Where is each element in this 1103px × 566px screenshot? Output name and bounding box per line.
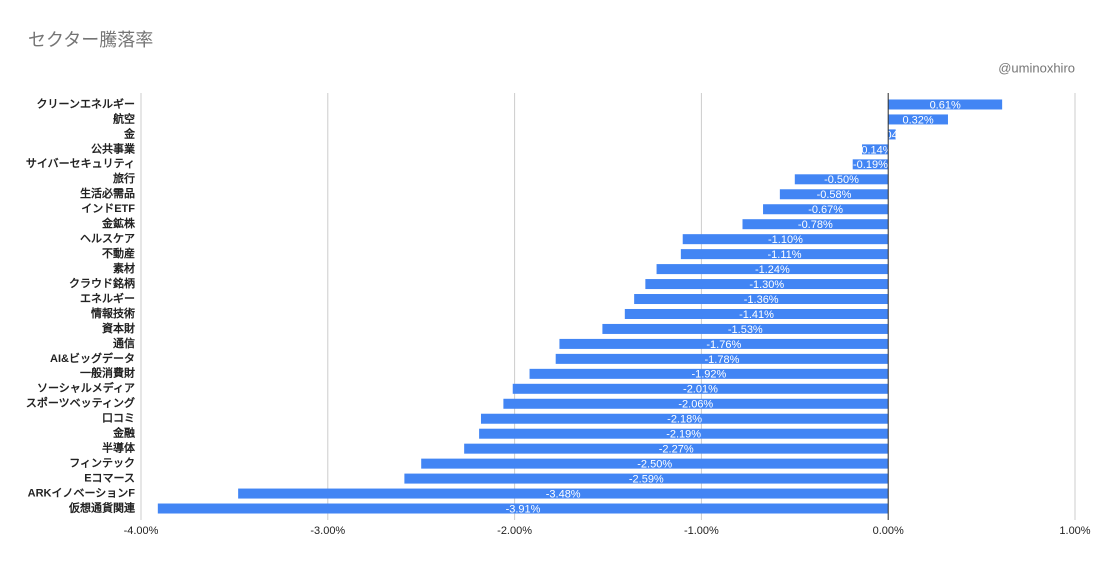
value-label: -0.58% [817,189,852,201]
y-tick-label: ARKイノベーションF [28,486,136,499]
y-tick-label: サイバーセキュリティ [26,157,135,170]
value-label: -1.78% [705,354,740,366]
y-tick-label: クラウド銘柄 [69,276,135,290]
value-label: -2.01% [683,384,718,396]
value-label: -0.19% [853,159,888,171]
bar [555,353,889,364]
y-tick-label: AI&ビッグデータ [50,351,135,365]
bar [645,279,889,290]
value-label: -2.19% [666,429,701,441]
y-tick-label: 金融 [112,426,135,440]
y-tick-label: スポーツベッティング [26,396,135,410]
y-tick-label: エネルギー [80,291,135,305]
value-label: -2.59% [629,473,664,485]
bar [157,503,889,514]
bar [503,398,889,409]
value-label: -1.53% [728,324,763,336]
bar [238,488,889,499]
value-label: -1.41% [739,309,774,321]
bar [862,144,889,155]
bar [464,443,889,454]
y-tick-label: ヘルスケア [80,232,135,245]
x-tick-label: -1.00% [684,525,719,537]
value-label: -1.24% [755,264,790,276]
value-label: 0.04% [876,129,907,141]
bar [602,323,889,334]
bar [656,264,889,275]
value-label: -1.36% [744,294,779,306]
bar [888,129,896,140]
value-label: -0.78% [798,219,833,231]
bar [794,174,889,185]
source: @uminoxhiro [998,60,1075,75]
bar [479,428,889,439]
y-tick-label: 生活必需品 [80,186,135,200]
value-label: -2.27% [659,444,694,456]
bar [404,473,889,484]
value-label: -1.92% [691,369,726,381]
value-label: -0.14% [858,144,893,156]
bar [529,368,889,379]
x-tick-label: 1.00% [1059,525,1090,537]
bar [512,383,889,394]
bar [888,114,948,125]
value-label: 0.61% [930,99,961,111]
y-tick-label: 金鉱株 [101,216,136,230]
y-tick-label: 旅行 [113,171,135,185]
x-tick-label: -2.00% [497,525,532,537]
y-tick-label: 口コミ [102,412,135,425]
value-label: -0.67% [808,204,843,216]
y-tick-label: 一般消費財 [80,366,135,380]
x-tick-label: -4.00% [124,525,159,537]
value-label: -1.11% [768,249,802,261]
value-label: -0.50% [824,174,859,186]
y-tick-label: クリーンエネルギー [37,96,135,110]
chart-title: セクター騰落率 [28,30,153,50]
x-tick-label: 0.00% [873,525,904,537]
value-label: -2.50% [637,459,672,471]
bar [682,234,889,245]
y-tick-label: Eコマース [84,472,135,484]
x-tick-label: -3.00% [310,525,345,537]
value-label: -3.48% [546,488,581,500]
y-tick-label: 公共事業 [91,141,136,155]
value-label: -2.06% [678,399,713,411]
value-label: -1.30% [749,279,784,291]
y-tick-label: 半導体 [102,441,136,455]
y-tick-label: 航空 [113,111,135,125]
y-tick-label: 通信 [113,336,135,350]
y-tick-label: インドETF [81,202,135,215]
bar [763,204,889,215]
y-tick-label: 素材 [113,261,135,275]
value-label: -2.18% [667,414,702,426]
y-tick-label: 金 [123,126,136,140]
value-label: -1.10% [768,234,803,246]
value-label: 0.32% [902,114,933,126]
bar [779,189,889,200]
y-tick-label: 資本財 [102,321,135,335]
y-tick-label: ソーシャルメディア [37,381,135,395]
bar [888,99,1003,110]
bar [624,308,889,319]
value-label: -3.91% [506,503,541,515]
bar [634,294,889,305]
bar [742,219,889,230]
value-label: -1.76% [706,339,741,351]
bar [480,413,889,424]
y-tick-label: フィンテック [69,457,135,470]
bar [852,159,889,170]
y-tick-label: 不動産 [102,246,135,260]
bar [421,458,889,469]
y-tick-label: 仮想通貨関連 [68,500,136,514]
y-tick-label: 情報技術 [91,306,135,320]
bar [680,249,889,260]
bar [559,338,889,349]
